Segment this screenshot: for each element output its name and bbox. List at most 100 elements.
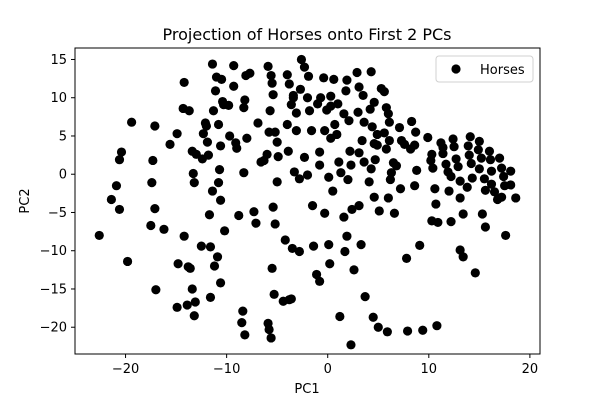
scatter-point bbox=[455, 193, 465, 203]
scatter-point bbox=[506, 166, 516, 176]
scatter-point bbox=[466, 158, 476, 169]
scatter-point bbox=[207, 186, 218, 196]
scatter-point bbox=[146, 220, 156, 231]
scatter-point bbox=[283, 146, 293, 156]
scatter-point bbox=[354, 82, 364, 92]
scatter-point bbox=[237, 318, 247, 328]
scatter-point bbox=[470, 268, 480, 278]
scatter-point bbox=[315, 160, 325, 170]
scatter-point bbox=[496, 163, 507, 173]
scatter-point bbox=[368, 312, 378, 322]
scatter-point bbox=[384, 135, 394, 146]
scatter-point bbox=[268, 90, 278, 100]
scatter-point bbox=[474, 136, 484, 146]
scatter-point bbox=[284, 79, 294, 89]
scatter-point bbox=[486, 179, 497, 189]
y-tick-label: 15 bbox=[50, 53, 67, 68]
scatter-point bbox=[127, 117, 137, 127]
scatter-point bbox=[383, 193, 393, 203]
scatter-point bbox=[291, 108, 301, 118]
scatter-point bbox=[479, 174, 489, 184]
legend-marker bbox=[451, 64, 461, 74]
scatter-point bbox=[172, 302, 182, 312]
scatter-point bbox=[210, 86, 221, 96]
scatter-point bbox=[444, 186, 454, 196]
scatter-point bbox=[208, 106, 219, 116]
scatter-point bbox=[225, 131, 235, 141]
scatter-point bbox=[308, 241, 319, 251]
scatter-point bbox=[282, 70, 292, 80]
scatter-point bbox=[302, 170, 313, 180]
scatter-point bbox=[383, 109, 393, 119]
scatter-point bbox=[467, 173, 477, 183]
scatter-point bbox=[372, 140, 382, 150]
scatter-point bbox=[367, 122, 377, 132]
scatter-point bbox=[346, 160, 356, 170]
y-tick-label: 5 bbox=[59, 129, 67, 144]
x-axis-label: PC1 bbox=[294, 382, 319, 397]
scatter-point bbox=[382, 327, 392, 337]
scatter-point bbox=[214, 165, 225, 175]
scatter-point bbox=[249, 207, 259, 217]
y-axis-label: PC2 bbox=[18, 188, 33, 213]
scatter-point bbox=[239, 103, 249, 113]
scatter-point bbox=[240, 95, 250, 105]
scatter-point bbox=[270, 127, 280, 137]
scatter-point bbox=[245, 68, 255, 78]
scatter-point bbox=[430, 184, 440, 194]
scatter-point bbox=[239, 168, 249, 178]
scatter-point bbox=[307, 200, 318, 211]
scatter-point bbox=[188, 168, 198, 179]
scatter-point bbox=[485, 155, 496, 165]
scatter-point bbox=[499, 171, 509, 182]
scatter-point bbox=[370, 155, 380, 165]
scatter-point bbox=[179, 77, 189, 88]
scatter-point bbox=[346, 340, 356, 350]
scatter-point bbox=[366, 67, 376, 77]
scatter-point bbox=[418, 325, 428, 335]
scatter-point bbox=[147, 178, 157, 188]
scatter-point bbox=[215, 141, 226, 151]
scatter-point bbox=[415, 240, 425, 250]
scatter-point bbox=[265, 106, 275, 116]
scatter-point bbox=[213, 178, 224, 188]
x-tick-label: −10 bbox=[213, 362, 240, 377]
scatter-point bbox=[216, 74, 227, 84]
scatter-point bbox=[267, 263, 277, 273]
scatter-point bbox=[294, 174, 305, 184]
scatter-point bbox=[286, 100, 296, 110]
scatter-point bbox=[165, 139, 175, 149]
scatter-point bbox=[496, 192, 507, 202]
scatter-point bbox=[336, 168, 346, 178]
scatter-point bbox=[202, 137, 213, 147]
scatter-point bbox=[477, 209, 487, 219]
scatter-point bbox=[352, 67, 362, 78]
scatter-point bbox=[432, 321, 442, 331]
scatter-point bbox=[238, 306, 248, 316]
scatter-point bbox=[354, 200, 364, 211]
scatter-point bbox=[330, 119, 340, 130]
scatter-point bbox=[267, 78, 277, 88]
y-tick-label: −15 bbox=[40, 282, 67, 297]
scatter-point bbox=[455, 245, 465, 255]
scatter-point bbox=[172, 129, 182, 139]
chart-title: Projection of Horses onto First 2 PCs bbox=[163, 25, 452, 44]
scatter-point bbox=[341, 86, 351, 96]
scatter-point bbox=[384, 117, 394, 127]
scatter-point bbox=[313, 99, 323, 109]
scatter-point bbox=[342, 231, 352, 241]
scatter-point bbox=[340, 246, 350, 257]
scatter-point bbox=[299, 62, 310, 72]
y-tick-label: −5 bbox=[48, 206, 67, 221]
scatter-point bbox=[251, 218, 261, 228]
scatter-point bbox=[205, 242, 216, 252]
scatter-point bbox=[372, 129, 382, 140]
scatter-point bbox=[242, 133, 252, 143]
scatter-point bbox=[394, 122, 405, 133]
scatter-point bbox=[473, 145, 483, 155]
scatter-point bbox=[402, 326, 413, 336]
scatter-point bbox=[288, 90, 298, 101]
points-layer bbox=[94, 54, 521, 350]
legend-label: Horses bbox=[480, 63, 525, 78]
